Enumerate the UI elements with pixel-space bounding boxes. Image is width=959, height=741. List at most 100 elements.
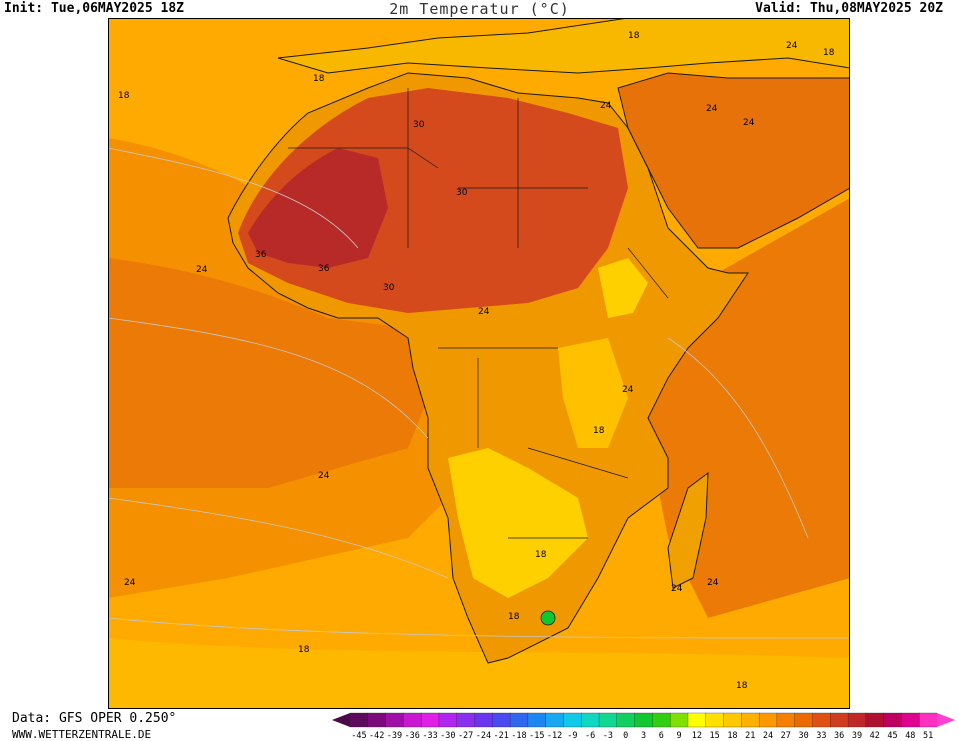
legend-swatch <box>812 712 831 728</box>
legend-tick-label: -9 <box>567 731 577 741</box>
legend-tick-label: -36 <box>405 731 420 741</box>
legend-swatch <box>509 712 529 728</box>
legend-tick-label: 15 <box>710 731 720 741</box>
website-credit: WWW.WETTERZENTRALE.DE <box>12 728 152 741</box>
legend-arrow-right <box>937 713 955 727</box>
legend-tick-label: -12 <box>547 731 562 741</box>
legend-swatch <box>687 712 707 728</box>
legend-tick-label: 48 <box>905 731 915 741</box>
legend-tick-label: -45 <box>351 731 366 741</box>
legend-tick-label: 42 <box>870 731 880 741</box>
legend-tick-label: -27 <box>458 731 473 741</box>
legend-swatch <box>847 712 867 728</box>
legend-tick-label: -30 <box>440 731 455 741</box>
southern-plateau <box>448 448 588 598</box>
contour-label: 24 <box>707 578 719 588</box>
legend-swatch <box>741 712 760 728</box>
sahel-hottest <box>248 148 388 268</box>
legend-swatch <box>456 712 475 728</box>
contour-label: 24 <box>196 265 208 275</box>
ethiopia-highlands <box>598 258 648 318</box>
legend-tick-label: 6 <box>659 731 664 741</box>
map-title: 2m Temperatur (°C) <box>389 0 570 18</box>
legend-swatch <box>901 712 920 728</box>
legend-tick-label: 21 <box>745 731 755 741</box>
legend-swatch <box>776 712 796 728</box>
legend-tick-label: 27 <box>781 731 791 741</box>
legend-tick-label: -3 <box>603 731 613 741</box>
contour-label: 18 <box>628 31 640 41</box>
legend-swatch <box>794 712 813 728</box>
valid-time: Valid: Thu,08MAY2025 20Z <box>755 1 943 16</box>
legend-tick-label: 24 <box>763 731 773 741</box>
data-source: Data: GFS OPER 0.250° <box>12 711 177 726</box>
legend-swatch <box>670 712 689 728</box>
legend-tick-label: 0 <box>623 731 628 741</box>
legend-swatch <box>527 712 547 728</box>
europe-coast <box>277 18 850 74</box>
legend-swatch <box>474 712 493 728</box>
temperature-map: 18 18 18 24 24 24 24 24 24 24 24 24 24 2… <box>108 18 850 709</box>
init-time: Init: Tue,06MAY2025 18Z <box>4 1 185 16</box>
legend-tick-label: 9 <box>677 731 682 741</box>
ocean-warmer-band <box>108 258 428 488</box>
country-borders <box>288 88 669 539</box>
legend-swatch <box>616 712 636 728</box>
legend-tick-label: -39 <box>387 731 402 741</box>
legend-tick-label: 36 <box>834 731 844 741</box>
legend-tick-label: -33 <box>422 731 437 741</box>
legend-swatch <box>438 712 458 728</box>
contour-label: 18 <box>298 645 310 655</box>
legend-tick-label: -18 <box>511 731 526 741</box>
contour-label: 24 <box>622 385 634 395</box>
contour-label: 24 <box>318 471 330 481</box>
legend-tick-label: -24 <box>476 731 491 741</box>
contour-label: 24 <box>478 307 490 317</box>
legend-tick-label: 39 <box>852 731 862 741</box>
legend-swatch <box>581 712 600 728</box>
contour-label: 24 <box>706 104 718 114</box>
color-legend: -45 -42 -39 -36 -33 -30 -27 -24 -21 -18 -15 -12 -9 -6… <box>332 712 955 741</box>
green-spot-south-africa <box>540 610 556 626</box>
legend-tick-label: 3 <box>641 731 646 741</box>
contour-label: 18 <box>313 74 325 84</box>
legend-swatch <box>403 712 422 728</box>
contour-label: 36 <box>318 264 330 274</box>
legend-swatch <box>634 712 653 728</box>
contour-label: 24 <box>124 578 136 588</box>
legend-swatch <box>883 712 902 728</box>
arabia-land <box>617 72 850 249</box>
legend-tick-label: 45 <box>887 731 897 741</box>
legend-swatch <box>385 712 404 728</box>
contour-label: 24 <box>786 41 798 51</box>
contour-label: 18 <box>535 550 547 560</box>
legend-tick-label: 18 <box>727 731 737 741</box>
legend-swatch <box>563 712 582 728</box>
east-africa-cool <box>558 338 628 448</box>
legend-swatch <box>723 712 742 728</box>
legend-swatch <box>367 712 387 728</box>
contour-label: 24 <box>743 118 755 128</box>
map-frame <box>108 18 850 709</box>
legend-swatch <box>830 712 849 728</box>
legend-arrow-left <box>332 713 350 727</box>
contour-label: 18 <box>593 426 605 436</box>
legend-tick-label: 51 <box>923 731 933 741</box>
temperature-contours <box>108 147 850 639</box>
legend-swatch <box>865 712 885 728</box>
contour-label: 36 <box>255 250 267 260</box>
contour-label: 18 <box>823 48 835 58</box>
contour-label: 18 <box>508 612 520 622</box>
legend-tick-label: 12 <box>692 731 702 741</box>
legend-swatch <box>705 712 724 728</box>
legend-swatch <box>919 712 938 728</box>
legend-tick-label: -21 <box>494 731 509 741</box>
legend-tick-label: -15 <box>529 731 544 741</box>
contour-label: 30 <box>456 188 468 198</box>
contour-label: 24 <box>600 101 612 111</box>
contour-label: 24 <box>671 584 683 594</box>
legend-swatch <box>421 712 440 728</box>
contour-label: 18 <box>118 91 130 101</box>
legend-swatch <box>758 712 778 728</box>
contour-label: 18 <box>736 681 748 691</box>
